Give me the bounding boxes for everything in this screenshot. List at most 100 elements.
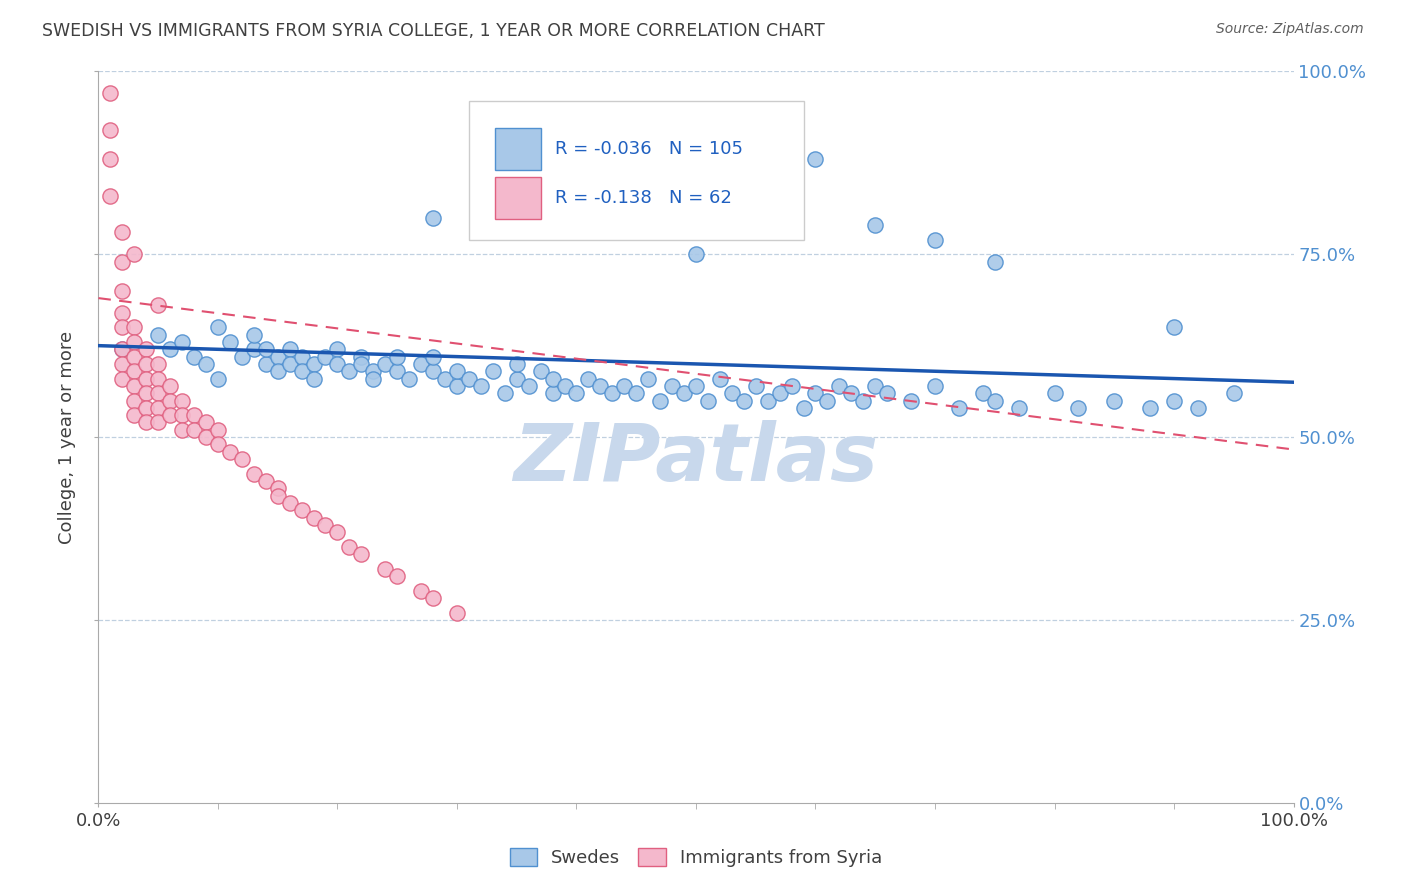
Point — [948, 401, 970, 415]
Point — [243, 327, 266, 342]
Point — [648, 393, 672, 408]
Point — [350, 547, 373, 561]
Text: Source: ZipAtlas.com: Source: ZipAtlas.com — [1216, 22, 1364, 37]
Point — [315, 517, 337, 532]
Point — [98, 152, 122, 166]
Point — [374, 562, 396, 576]
Point — [124, 334, 146, 349]
Point — [828, 379, 851, 393]
Point — [1043, 386, 1066, 401]
Point — [124, 247, 146, 261]
Point — [458, 371, 481, 385]
Point — [267, 489, 290, 503]
Point — [780, 379, 803, 393]
Point — [446, 606, 468, 620]
Point — [804, 386, 827, 401]
Point — [841, 386, 863, 401]
Point — [1163, 320, 1185, 334]
Point — [685, 247, 707, 261]
Point — [422, 211, 444, 225]
Point — [172, 393, 194, 408]
Point — [793, 401, 815, 415]
Legend: Swedes, Immigrants from Syria: Swedes, Immigrants from Syria — [510, 847, 882, 867]
Point — [98, 87, 122, 101]
Point — [111, 254, 134, 268]
Point — [565, 386, 588, 401]
Point — [159, 393, 181, 408]
Point — [661, 225, 683, 239]
Point — [446, 364, 468, 378]
Point — [111, 306, 134, 320]
Point — [135, 386, 157, 401]
Point — [1139, 401, 1161, 415]
Point — [243, 467, 266, 481]
Point — [278, 343, 301, 357]
Point — [398, 371, 420, 385]
Point — [291, 503, 314, 517]
Point — [148, 371, 170, 385]
Point — [111, 225, 134, 239]
Point — [111, 343, 134, 357]
Point — [804, 152, 827, 166]
Point — [219, 334, 242, 349]
Point — [756, 181, 779, 195]
Point — [374, 357, 396, 371]
Point — [326, 525, 349, 540]
Point — [326, 357, 349, 371]
Point — [172, 334, 194, 349]
Point — [148, 298, 170, 312]
Point — [984, 393, 1007, 408]
Point — [207, 320, 229, 334]
Point — [135, 343, 157, 357]
Point — [111, 343, 134, 357]
Point — [159, 408, 181, 422]
Point — [385, 350, 409, 364]
Point — [637, 371, 659, 385]
Point — [159, 343, 181, 357]
Point — [111, 320, 134, 334]
Point — [385, 569, 409, 583]
Point — [291, 350, 314, 364]
Point — [302, 510, 325, 524]
Point — [411, 357, 433, 371]
Point — [350, 350, 373, 364]
Y-axis label: College, 1 year or more: College, 1 year or more — [58, 331, 76, 543]
Point — [326, 343, 349, 357]
Point — [363, 364, 385, 378]
Point — [602, 386, 624, 401]
Point — [733, 393, 755, 408]
Point — [626, 386, 648, 401]
Point — [111, 357, 134, 371]
Point — [267, 481, 290, 495]
Point — [422, 364, 444, 378]
FancyBboxPatch shape — [470, 101, 804, 240]
Point — [302, 371, 325, 385]
Point — [1104, 393, 1126, 408]
Point — [98, 123, 122, 137]
Point — [172, 423, 194, 437]
Point — [756, 393, 779, 408]
Point — [148, 327, 170, 342]
Point — [852, 393, 875, 408]
Point — [613, 379, 636, 393]
Point — [1223, 386, 1246, 401]
Point — [111, 284, 134, 298]
Point — [111, 371, 134, 385]
Point — [278, 357, 301, 371]
Point — [673, 386, 696, 401]
Point — [148, 401, 170, 415]
Point — [124, 379, 146, 393]
Point — [124, 393, 146, 408]
Point — [267, 364, 290, 378]
Point — [434, 371, 457, 385]
Point — [254, 474, 277, 488]
Point — [709, 371, 731, 385]
Point — [207, 437, 229, 451]
Point — [135, 416, 157, 430]
Point — [219, 444, 242, 458]
Point — [865, 218, 887, 232]
Point — [865, 379, 887, 393]
Point — [195, 416, 218, 430]
Point — [124, 350, 146, 364]
Point — [254, 343, 277, 357]
